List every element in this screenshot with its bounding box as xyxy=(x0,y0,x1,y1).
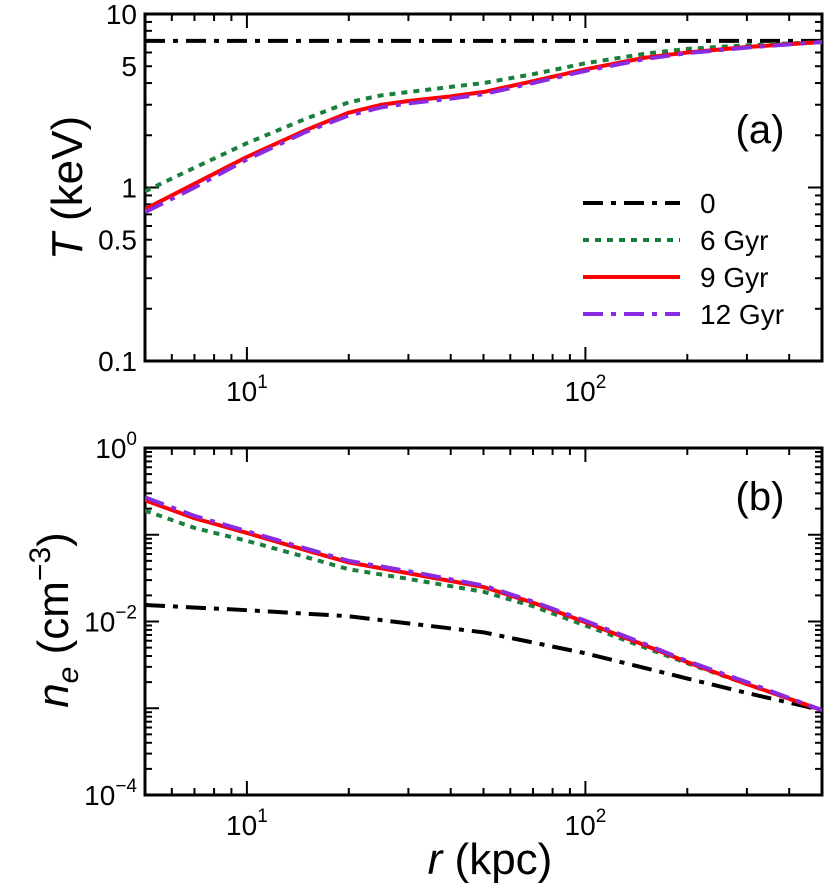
panel-b-ylabel-var: n xyxy=(29,683,78,707)
panel-b-ylabel: ne (cm−3) xyxy=(24,532,85,708)
legend-label: 0 xyxy=(700,188,716,219)
y-tick-label: 10−2 xyxy=(84,603,137,638)
series-line-12-gyr xyxy=(145,495,822,713)
panel-b-ylabel-sub: e xyxy=(52,667,85,684)
y-tick-label-exp: 0 xyxy=(126,429,137,450)
x-tick-label-base: 10 xyxy=(565,810,596,841)
x-tick-label-exp: 2 xyxy=(596,372,607,393)
x-tick-label: 101 xyxy=(226,372,268,407)
y-tick-label: 0.5 xyxy=(98,225,137,256)
y-tick-label-base: 10 xyxy=(95,433,126,464)
x-tick-label-base: 10 xyxy=(226,810,257,841)
panel-b-ylabel-unit-exp: −3 xyxy=(24,547,57,581)
legend-label: 9 Gyr xyxy=(700,262,768,293)
y-tick-label-base: 10 xyxy=(84,780,115,811)
x-tick-label-base: 10 xyxy=(226,376,257,407)
panel-a-ylabel: T (keV) xyxy=(43,116,92,260)
x-tick-label: 102 xyxy=(565,806,607,841)
x-tick-label: 102 xyxy=(565,372,607,407)
legend-label: 12 Gyr xyxy=(700,299,784,330)
series-line-9-gyr xyxy=(145,498,822,713)
x-tick-label-exp: 1 xyxy=(257,806,268,827)
y-tick-label-exp: −4 xyxy=(115,776,137,797)
series-line-9-gyr xyxy=(145,39,822,211)
x-axis-label-unit: (kpc) xyxy=(455,835,553,884)
panel-a-series xyxy=(145,38,822,215)
y-tick-label: 5 xyxy=(121,51,137,82)
panel-a-ylabel-var: T xyxy=(43,230,92,260)
y-tick-label: 1 xyxy=(121,173,137,204)
x-axis-label: r (kpc) xyxy=(428,835,553,884)
legend: 0 6 Gyr 9 Gyr 12 Gyr xyxy=(583,188,784,330)
y-tick-label-base: 10 xyxy=(84,607,115,638)
panel-b-ylabel-unit-open: (cm xyxy=(29,581,78,654)
x-tick-label-exp: 2 xyxy=(596,806,607,827)
x-axis-label-space xyxy=(442,835,454,884)
panel-b-frame xyxy=(143,446,824,797)
panel-a-ylabel-space xyxy=(43,221,92,233)
x-tick-label: 101 xyxy=(226,806,268,841)
panel-b-series xyxy=(145,495,822,713)
legend-label: 6 Gyr xyxy=(700,225,768,256)
x-tick-label-base: 10 xyxy=(565,376,596,407)
series-line-6-gyr xyxy=(145,39,822,194)
y-tick-label: 10 xyxy=(106,0,137,30)
panel-b-ylabel-space xyxy=(29,654,78,666)
x-tick-label-exp: 1 xyxy=(257,372,268,393)
y-tick-label: 10−4 xyxy=(84,776,137,811)
y-tick-label-exp: −2 xyxy=(115,603,137,624)
y-tick-label: 0.1 xyxy=(98,346,137,377)
panel-a-label: (a) xyxy=(736,108,785,152)
series-line-0 xyxy=(145,602,822,713)
y-tick-label: 100 xyxy=(95,429,137,464)
x-axis-label-var: r xyxy=(428,835,445,884)
panel-b-ylabel-unit-close: ) xyxy=(29,532,78,547)
panel-b-label: (b) xyxy=(736,475,785,519)
series-line-12-gyr xyxy=(145,39,822,215)
panel-a-ylabel-unit: (keV) xyxy=(43,116,92,221)
